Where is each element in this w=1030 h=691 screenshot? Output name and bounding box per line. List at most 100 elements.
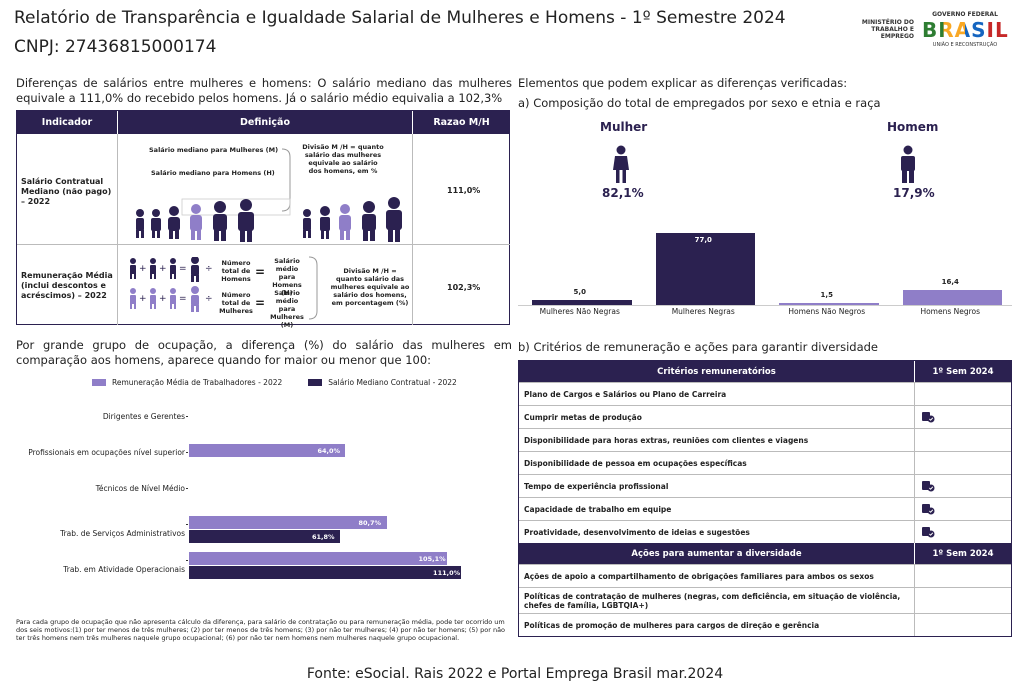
- criteria-head-label: Critérios remuneratórios: [519, 361, 915, 382]
- composition-category-label: Homens Negros: [920, 307, 981, 316]
- man-icon: [901, 145, 915, 183]
- criteria-row-label: Plano de Cargos e Salários ou Plano de C…: [519, 383, 915, 405]
- criteria-row-mark: [915, 475, 1011, 497]
- composition-bar: [532, 300, 632, 305]
- occupation-category-label: Profissionais em ocupações nível superio…: [28, 448, 185, 457]
- svg-text:+: +: [139, 264, 147, 274]
- occupation-bar: [188, 566, 462, 579]
- action-row: Políticas de promoção de mulheres para c…: [519, 613, 1011, 636]
- indicator-table: Indicador Definição Razao M/H Salário Co…: [16, 110, 510, 329]
- axis-tick: [186, 560, 189, 561]
- occupation-intro: Por grande grupo de ocupação, a diferenç…: [16, 338, 512, 367]
- man-label: Homem: [887, 120, 939, 134]
- criteria-row: Disponibilidade para horas extras, reuni…: [519, 428, 1011, 451]
- header-razao: Razao M/H: [413, 111, 510, 134]
- criteria-row-mark: [915, 521, 1011, 543]
- legend-remuneracao: Remuneração Média de Trabalhadores - 202…: [112, 378, 283, 387]
- row2-avg-women: Salário médio para Mulheres (M): [270, 289, 304, 329]
- legend-swatch-salario: [308, 379, 323, 386]
- criteria-row: Cumprir metas de produção: [519, 405, 1011, 428]
- row2-def-note: Divisão M /H = quanto salário das mulher…: [330, 267, 410, 307]
- woman-label: Mulher: [600, 120, 648, 134]
- svg-text:=: =: [179, 294, 187, 304]
- criteria-row-label: Disponibilidade para horas extras, reuni…: [519, 429, 915, 451]
- axis-tick: [186, 488, 189, 489]
- check-icon: [922, 481, 935, 492]
- bracket-icon: [281, 148, 291, 212]
- criteria-row-label: Cumprir metas de produção: [519, 406, 915, 428]
- row1-people-illustration: [136, 148, 402, 242]
- composition-bar-value: 1,5: [820, 291, 833, 299]
- criteria-row-label: Proatividade, desenvolvimento de ideias …: [519, 521, 915, 543]
- elements-title: Elementos que podem explicar as diferenç…: [518, 76, 848, 90]
- people-row-icon: [136, 197, 402, 242]
- row2-total-men: Número total de Homens: [221, 259, 251, 283]
- criteria-row-mark: [915, 406, 1011, 428]
- gov-logo: GOVERNO FEDERAL BRASIL UNIÃO E RECONSTRU…: [922, 11, 1008, 55]
- occupation-bar: [188, 516, 387, 529]
- criteria-row: Tempo de experiência profissional: [519, 474, 1011, 497]
- occupation-category-label: Dirigentes e Gerentes: [102, 412, 185, 421]
- row2-label: Remuneração Média (inclui descontos e ac…: [21, 271, 113, 300]
- gov-logo-top: GOVERNO FEDERAL: [932, 11, 998, 18]
- criteria-row-mark: [915, 383, 1011, 405]
- composition-category-label: Homens Não Negros: [788, 307, 866, 316]
- legend-salario: Salário Mediano Contratual - 2022: [328, 378, 457, 387]
- row1-ratio: 111,0%: [447, 186, 481, 195]
- criteria-head-sem: 1º Sem 2024: [932, 366, 994, 377]
- woman-icon: [613, 145, 629, 183]
- svg-text:+: +: [159, 294, 167, 304]
- composition-bar: [902, 289, 1002, 305]
- composition-bar-chart: 5,0 Mulheres Não Negras 77,0 Mulheres Negra…: [518, 200, 1012, 320]
- composition-bar: [655, 232, 755, 305]
- row2-ratio: 102,3%: [447, 283, 481, 292]
- action-row-label: Políticas de contratação de mulheres (ne…: [519, 588, 915, 613]
- header-definicao: Definição: [118, 111, 412, 134]
- actions-head-label: Ações para aumentar a diversidade: [519, 543, 915, 564]
- svg-text:+: +: [139, 294, 147, 304]
- svg-text:÷: ÷: [205, 294, 213, 304]
- occupation-bar-value: 61,8%: [312, 533, 335, 541]
- criteria-row: Plano de Cargos e Salários ou Plano de C…: [519, 382, 1011, 405]
- composition-title: a) Composição do total de empregados por…: [518, 96, 881, 110]
- legend-swatch-remuneracao: [92, 379, 106, 386]
- axis-tick: [186, 524, 189, 525]
- criteria-row-label: Capacidade de trabalho em equipe: [519, 498, 915, 520]
- check-icon: [922, 504, 935, 515]
- occupation-bar-value: 111,0%: [433, 569, 461, 577]
- row1-label: Salário Contratual Mediano (não pago) – …: [21, 177, 112, 206]
- composition-category-label: Mulheres Negras: [671, 307, 735, 316]
- composition-bar-value: 77,0: [694, 235, 712, 244]
- action-row-mark: [915, 614, 1011, 636]
- occupation-legend: Remuneração Média de Trabalhadores - 202…: [92, 378, 457, 387]
- intro-text: Diferenças de salários entre mulheres e …: [16, 76, 512, 105]
- actions-header: Ações para aumentar a diversidade 1º Sem…: [519, 543, 1011, 564]
- occupation-bar-value: 80,7%: [358, 519, 382, 527]
- occupation-footnote: Para cada grupo de ocupação que não apre…: [16, 618, 506, 642]
- criteria-row-mark: [915, 452, 1011, 474]
- criteria-row: Proatividade, desenvolvimento de ideias …: [519, 520, 1011, 543]
- row2-people-illustration: + + = ÷ + + = ÷: [130, 257, 213, 312]
- gov-logo-bottom: UNIÃO E RECONSTRUÇÃO: [932, 42, 998, 48]
- check-icon: [922, 412, 935, 423]
- action-row-mark: [915, 588, 1011, 613]
- occupation-bar: [188, 530, 341, 543]
- occupation-bar: [188, 552, 447, 565]
- criteria-table: Critérios remuneratórios 1º Sem 2024 Pla…: [518, 360, 1012, 637]
- y-axis-line: [188, 405, 189, 581]
- header-indicador: Indicador: [17, 111, 117, 134]
- criteria-row-label: Tempo de experiência profissional: [519, 475, 915, 497]
- axis-tick: [186, 452, 189, 453]
- check-icon: [922, 527, 935, 538]
- row1-def-note: Divisão M /H = quanto salário das mulher…: [302, 143, 384, 175]
- svg-text:÷: ÷: [205, 264, 213, 274]
- composition-bar: [779, 303, 879, 305]
- occupation-category-label: Técnicos de Nível Médio: [95, 484, 185, 493]
- row1-def-women: Salário mediano para Mulheres (M): [149, 146, 279, 154]
- row2-avg-men: Salário médio para Homens (H): [272, 257, 302, 297]
- action-row: Ações de apoio a compartilhamento de obr…: [519, 564, 1011, 587]
- criteria-row: Capacidade de trabalho em equipe: [519, 497, 1011, 520]
- composition-bar-value: 5,0: [573, 288, 586, 297]
- page-title: Relatório de Transparência e Igualdade S…: [14, 8, 786, 28]
- occupation-category-label: Trab. em Atividade Operacionais: [63, 565, 185, 574]
